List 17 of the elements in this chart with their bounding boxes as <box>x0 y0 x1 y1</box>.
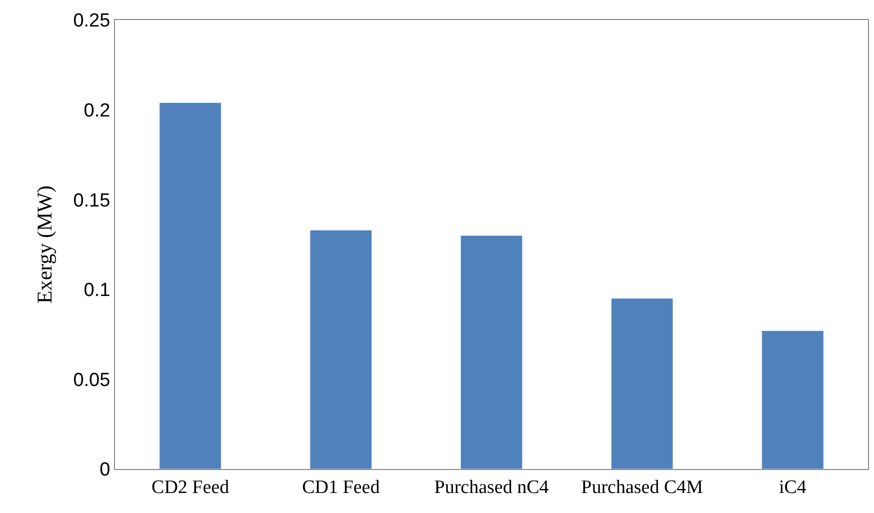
bar <box>460 235 523 469</box>
x-tick-label: Purchased nC4 <box>434 476 550 498</box>
y-tick-label: 0.15 <box>73 190 110 212</box>
x-tick-label: CD2 Feed <box>152 476 230 498</box>
bar <box>762 330 824 469</box>
bar <box>310 230 372 469</box>
y-tick-label: 0 <box>100 460 110 481</box>
y-tick-label: 0.1 <box>84 280 110 302</box>
x-tick-label: iC4 <box>778 476 807 498</box>
y-tick-label: 0.25 <box>73 10 110 32</box>
x-tick-label: Purchased C4M <box>581 476 704 498</box>
bar <box>159 102 222 469</box>
y-tick-label: 0.2 <box>84 100 110 122</box>
x-tick-label: CD1 Feed <box>302 476 380 498</box>
y-axis-title: Exergy (MW) <box>32 186 56 304</box>
bar <box>610 298 674 469</box>
y-tick-label: 0.05 <box>73 370 110 391</box>
